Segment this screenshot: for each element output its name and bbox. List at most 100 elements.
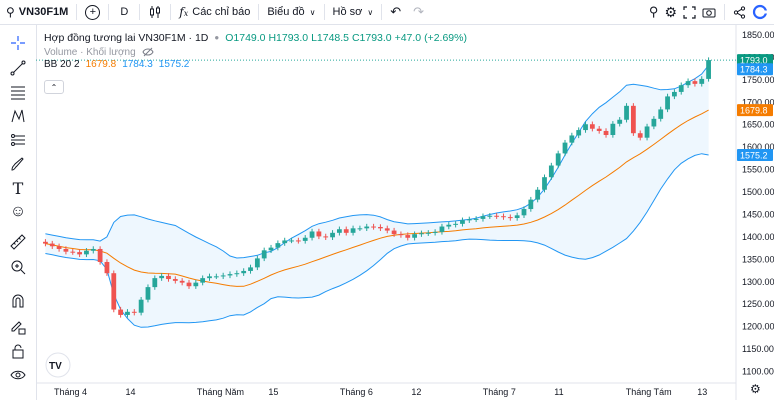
low-value: L1748.5 [311,31,350,44]
text-tool[interactable]: T [8,178,28,198]
candle-body [678,85,684,92]
price-chart[interactable]: 1850.001800.001750.001700.001650.001600.… [36,25,774,400]
candle-body [364,226,370,229]
collapse-legend-button[interactable]: ⌃ [44,80,64,94]
camera-icon[interactable] [702,6,716,19]
symbol-label: VN30F1M [18,6,69,18]
candle [268,244,274,254]
eye-off-icon[interactable] [142,47,154,57]
candle [77,249,82,258]
divider [323,4,325,20]
candle [357,225,363,232]
legend-main-row: Hợp đồng tương lai VN30F1M · 1D ● O1749.… [44,30,467,45]
candle-body [384,228,390,231]
candle [90,246,96,254]
symbol-search-button[interactable]: ⚲ VN30F1M [0,0,74,24]
visibility-tool[interactable] [8,365,28,385]
lock-drawing-tool[interactable] [8,317,28,337]
candle-body [480,216,486,219]
indicators-button[interactable]: fx Các chỉ báo [173,0,256,24]
candle [576,127,582,139]
compare-button[interactable]: + [79,0,106,24]
candle-body [494,215,500,217]
price-tick-label: 1300.00 [742,277,774,287]
candle-body [419,233,424,235]
magnet-tool[interactable] [8,291,28,311]
candle-body [90,248,96,251]
legend-volume-row: Volume · Khối lượng [44,45,467,59]
candle [678,82,684,95]
icon-tool[interactable]: ☺ [8,202,28,222]
quick-search-icon[interactable]: ⚲ [648,4,659,19]
candle-body [234,273,240,275]
candle-body [672,91,677,97]
app-logo-icon[interactable] [752,4,768,20]
candle [220,272,226,280]
candle [378,224,383,232]
interval-button[interactable]: D [111,0,137,24]
fullscreen-icon[interactable] [683,5,696,19]
smiley-icon: ☺ [9,203,27,220]
fib-tool[interactable] [8,82,28,102]
candle-body [152,278,158,288]
candle [84,248,89,258]
candle-body [610,123,616,135]
bb-upper-value: 1784.3 [122,59,153,70]
text-icon: T [12,178,24,198]
candle-body [138,299,144,313]
price-tick-label: 1750.00 [742,75,774,85]
gear-icon[interactable]: ⚙ [664,3,677,20]
candle [535,187,541,203]
measure-tool[interactable] [8,232,28,252]
chart-menu-button[interactable]: Biểu đồ ∨ [261,0,321,24]
candle-body [644,126,650,138]
redo-icon: ↷ [413,4,425,19]
divider [724,4,725,20]
right-tools: ⚲ ⚙ [649,0,768,24]
candle-body [254,258,260,268]
candle [542,174,547,193]
candle-body [542,177,547,190]
profile-menu-button[interactable]: Hồ sơ ∨ [327,0,380,24]
candle-body [350,228,356,233]
undo-button[interactable]: ↶ [384,0,407,24]
candle-body [692,81,698,84]
candle-body [289,240,294,242]
candle [425,230,431,236]
candle [254,255,260,271]
trendline-icon [10,60,26,76]
candle [261,247,267,262]
zoom-tool[interactable] [8,257,28,277]
candle-body [412,234,417,238]
brush-tool[interactable] [8,154,28,174]
price-tick-label: 1600.00 [742,142,774,152]
brush-icon [11,157,24,171]
candle [125,309,130,318]
pattern-tool[interactable] [8,106,28,126]
price-tag-bg [737,54,773,67]
chevron-down-icon: ∨ [309,7,316,17]
axis-settings-gear-icon: ⚙ [750,382,761,396]
trendline-tool[interactable] [8,58,28,78]
candle [371,223,376,230]
redo-button[interactable]: ↷ [407,0,430,24]
share-icon[interactable] [733,5,746,19]
candle-body [466,219,472,221]
lock-tool[interactable] [8,341,28,361]
logo-text: TV [49,361,62,372]
candle-body [473,218,479,220]
candle [692,78,698,87]
candle-body [104,261,110,274]
bb-mid-value: 1679.8 [85,59,117,70]
zoom-in-icon [11,260,26,275]
candle-body [617,119,623,124]
candle [439,223,445,235]
candle-body [220,275,226,277]
crosshair-tool[interactable] [8,33,28,53]
candle-body [569,135,575,143]
candle-body [227,274,233,276]
chart-type-button[interactable] [142,0,168,24]
candle-body [56,246,62,249]
price-tick-label: 1700.00 [742,97,774,107]
projection-tool[interactable] [8,130,28,150]
